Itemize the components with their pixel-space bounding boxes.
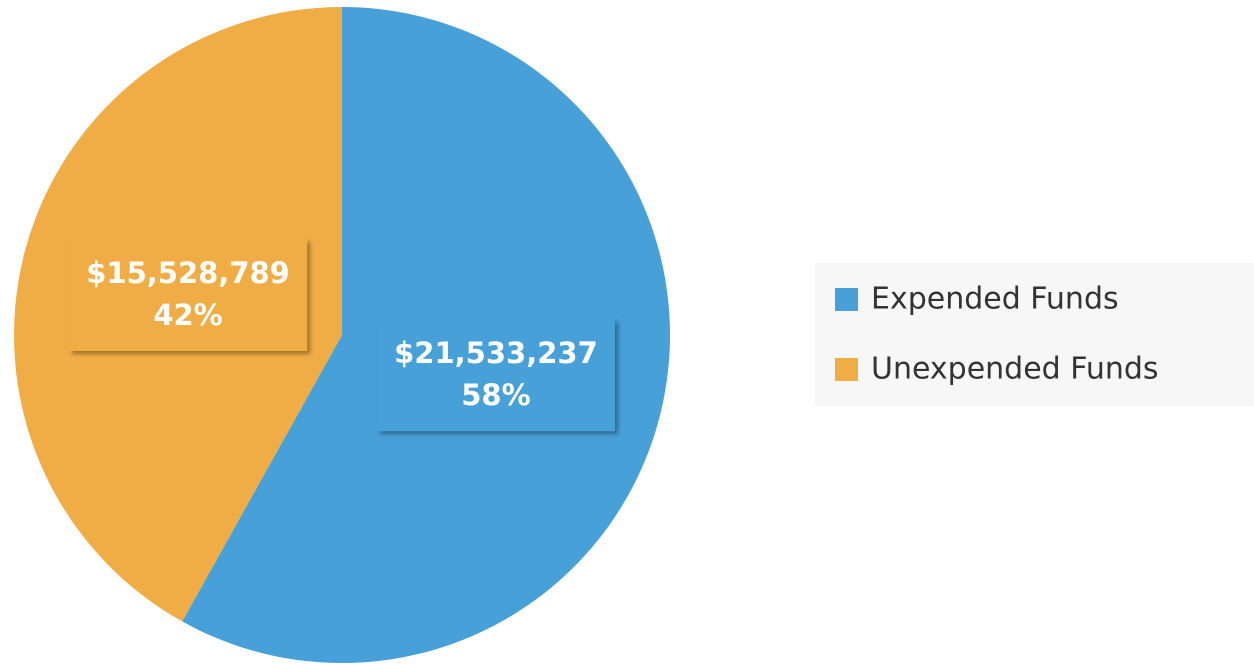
legend-swatch: [835, 358, 858, 381]
data-label-box: [376, 319, 615, 432]
legend-swatch: [835, 288, 858, 311]
data-label-percent: 58%: [461, 378, 530, 412]
legend-box: [815, 263, 1254, 406]
legend: Expended Funds Unexpended Funds: [815, 263, 1254, 406]
data-label-value: $15,528,789: [86, 256, 290, 290]
data-label-box: [69, 238, 308, 351]
data-label-percent: 42%: [153, 298, 222, 332]
legend-label: Expended Funds: [871, 282, 1119, 317]
legend-label: Unexpended Funds: [871, 352, 1159, 387]
data-label-value: $21,533,237: [394, 336, 598, 370]
